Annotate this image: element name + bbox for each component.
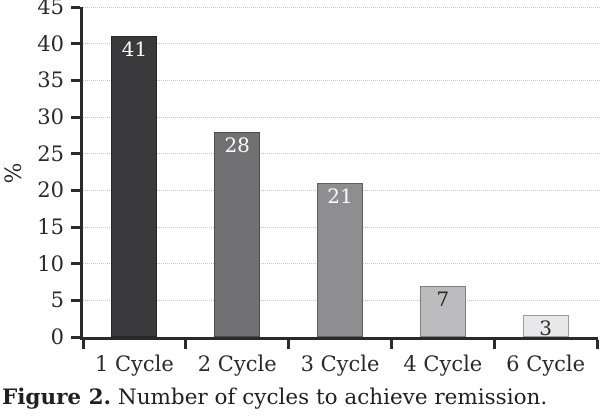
bar-value-label: 7: [436, 286, 450, 311]
x-tick-5: [595, 340, 599, 349]
y-tick-label-10: 10: [37, 251, 64, 276]
y-tick-label-5: 5: [50, 288, 64, 313]
y-tick-40: [71, 42, 80, 46]
bar-4-cycle: 7: [419, 285, 466, 337]
y-tick-45: [71, 5, 80, 9]
bar-1-cycle: 41: [111, 36, 158, 337]
bar-3-cycle: 21: [317, 183, 363, 337]
y-tick-label-45: 45: [37, 0, 64, 19]
y-tick-label-0: 0: [50, 325, 64, 349]
x-tick-4: [492, 340, 496, 349]
x-tick-0: [81, 340, 85, 349]
bars-layer: 41 28 21 7 3: [83, 7, 597, 340]
x-label-4-cycle: 4 Cycle: [403, 352, 483, 376]
x-label-6-cycle: 6 Cycle: [506, 352, 586, 376]
y-tick-label-15: 15: [37, 215, 64, 239]
y-tick-label-30: 30: [37, 105, 64, 129]
x-tick-1: [184, 340, 188, 349]
y-axis-line: [80, 7, 83, 340]
caption-label: Figure 2.: [2, 385, 112, 410]
bar-6-cycle: 3: [522, 315, 569, 340]
y-tick-20: [71, 188, 80, 192]
y-tick-5: [71, 298, 80, 302]
y-tick-label-40: 40: [37, 31, 64, 56]
y-tick-label-25: 25: [37, 141, 64, 166]
bar-value-label: 41: [121, 37, 148, 62]
bar-2-cycle: 28: [214, 131, 261, 337]
y-tick-30: [71, 115, 80, 119]
x-axis-line: [80, 337, 598, 340]
bar-value-label: 3: [539, 316, 552, 340]
x-label-2-cycle: 2 Cycle: [197, 352, 277, 376]
x-label-1-cycle: 1 Cycle: [94, 352, 174, 376]
y-tick-25: [71, 152, 80, 156]
y-tick-label-35: 35: [37, 68, 64, 93]
y-tick-label-20: 20: [37, 178, 64, 203]
y-tick-0: [71, 335, 80, 339]
y-axis-title: %: [2, 162, 27, 184]
y-tick-35: [71, 78, 80, 82]
x-label-3-cycle: 3 Cycle: [300, 352, 380, 376]
y-tick-10: [71, 262, 80, 266]
x-tick-2: [287, 340, 291, 349]
bar-value-label: 21: [327, 184, 353, 208]
x-tick-3: [389, 340, 393, 349]
caption-text: Number of cycles to achieve remission.: [111, 385, 548, 410]
y-tick-15: [71, 225, 80, 229]
bar-chart: 41 28 21 7 3 0 5 10 15 20 25 30 35 40 45 1 Cycle 2 Cyc…: [2, 0, 600, 376]
bar-value-label: 28: [224, 132, 250, 157]
figure-caption: Figure 2. Number of cycles to achieve re…: [2, 384, 598, 411]
